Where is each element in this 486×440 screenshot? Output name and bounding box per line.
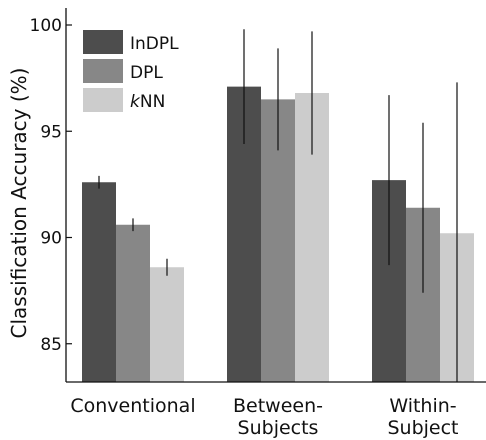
error-bars-layer — [98, 29, 458, 382]
x-category-label: Between-Subjects — [233, 395, 323, 439]
x-category-label: Conventional — [70, 395, 195, 417]
legend-label-dpl: DPL — [130, 63, 163, 83]
x-category-label: Within-Subject — [387, 395, 458, 439]
y-tick-label: 85 — [40, 335, 62, 355]
legend-label-knn: kNN — [130, 92, 165, 112]
legend-label-indpl: InDPL — [130, 34, 179, 54]
y-tick-label: 90 — [40, 229, 62, 249]
y-tick-label: 95 — [40, 122, 62, 142]
legend-swatch-dpl — [83, 59, 123, 83]
legend-swatch-indpl — [83, 30, 123, 54]
y-ticks: 85 90 95 100 — [30, 16, 72, 355]
axes-layer — [65, 8, 486, 383]
legend-swatch-knn — [83, 88, 123, 112]
bar-dpl-0 — [116, 224, 150, 382]
legend: InDPL DPL kNN — [83, 30, 179, 112]
x-category-labels: Conventional Between-Subjects Within-Subje… — [70, 395, 458, 439]
bar-indpl-0 — [82, 182, 116, 382]
y-tick-label: 100 — [30, 16, 62, 36]
y-axis-label: Classification Accuracy (%) — [7, 68, 31, 339]
bar-knn-0 — [150, 267, 184, 382]
